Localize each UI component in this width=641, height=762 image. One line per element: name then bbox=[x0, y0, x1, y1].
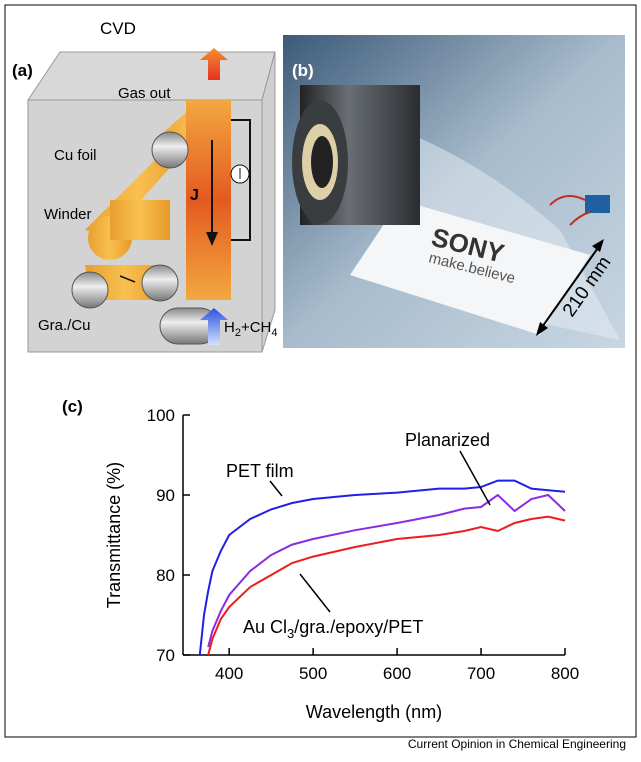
winder bbox=[110, 200, 170, 240]
series-label: Planarized bbox=[405, 430, 490, 450]
photo: (b) SONY make.believe 210 mm bbox=[283, 35, 625, 348]
box-side bbox=[262, 52, 275, 352]
x-tick-label: 800 bbox=[551, 664, 579, 683]
diagram-label: Cu foil bbox=[54, 147, 97, 164]
label-leader bbox=[460, 451, 490, 505]
cvd-diagram: (a) CVD Gas out Cu foil Winder Gra./Cu J… bbox=[12, 19, 278, 352]
roller bbox=[72, 272, 108, 308]
label-leader bbox=[270, 481, 282, 496]
y-axis-title: Transmittance (%) bbox=[104, 462, 124, 608]
figure: (a) CVD Gas out Cu foil Winder Gra./Cu J… bbox=[0, 0, 641, 757]
y-tick-label: 70 bbox=[156, 646, 175, 665]
chart: (c) Wavelength (nm) Transmittance (%) 70… bbox=[62, 397, 579, 722]
x-tick-label: 400 bbox=[215, 664, 243, 683]
diagram-label: Gra./Cu bbox=[38, 317, 91, 334]
credit: Current Opinion in Chemical Engineering bbox=[408, 737, 626, 751]
label-leader bbox=[300, 574, 330, 612]
diagram-title: CVD bbox=[100, 19, 136, 38]
y-tick-label: 100 bbox=[147, 406, 175, 425]
panel-label: (b) bbox=[292, 61, 314, 80]
subscript: 4 bbox=[271, 327, 277, 339]
series-label: Au Cl3/gra./epoxy/PET bbox=[243, 617, 423, 641]
x-tick-label: 700 bbox=[467, 664, 495, 683]
text-part: /gra./epoxy/PET bbox=[294, 617, 423, 637]
text-part: +CH bbox=[241, 319, 271, 336]
diagram-label: Winder bbox=[44, 206, 92, 223]
diagram-label: Gas out bbox=[118, 85, 171, 102]
x-axis-title: Wavelength (nm) bbox=[306, 702, 442, 722]
panel-label: (c) bbox=[62, 397, 83, 416]
roller bbox=[142, 265, 178, 301]
y-tick-label: 90 bbox=[156, 486, 175, 505]
panel-label: (a) bbox=[12, 61, 33, 80]
roll-hole bbox=[311, 136, 333, 188]
diagram-label: J bbox=[190, 187, 199, 204]
x-tick-label: 500 bbox=[299, 664, 327, 683]
battery bbox=[585, 195, 610, 213]
y-tick-label: 80 bbox=[156, 566, 175, 585]
subscript: 3 bbox=[287, 626, 294, 641]
x-tick-label: 600 bbox=[383, 664, 411, 683]
series-label: PET film bbox=[226, 461, 294, 481]
text-part: H bbox=[224, 319, 235, 336]
text-part: Au Cl bbox=[243, 617, 287, 637]
roller bbox=[152, 132, 188, 168]
